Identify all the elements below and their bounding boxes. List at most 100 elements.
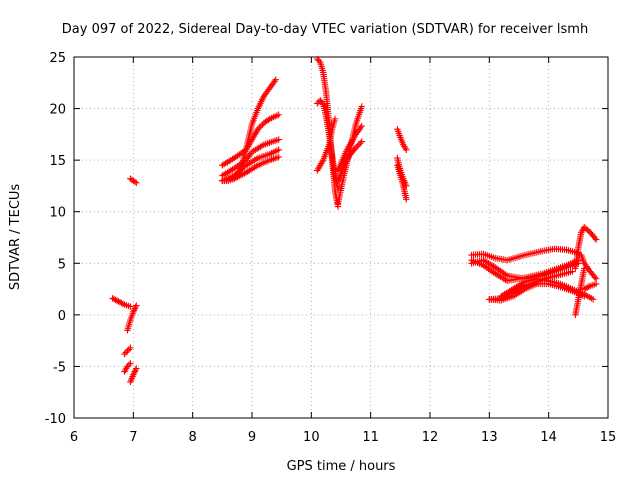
data-point: [130, 371, 137, 378]
data-track: [394, 126, 410, 154]
y-tick-label: 15: [49, 154, 66, 169]
data-track: [124, 302, 140, 334]
data-point: [131, 178, 139, 186]
data-point: [592, 236, 600, 243]
data-track: [121, 344, 134, 358]
data-point: [112, 296, 119, 304]
data-point: [591, 274, 599, 281]
data-track: [127, 175, 140, 187]
data-point: [265, 116, 272, 124]
data-point: [130, 307, 138, 314]
data-point: [354, 143, 361, 150]
plot-frame: [73, 56, 609, 419]
data-point: [133, 179, 140, 187]
data-point: [256, 124, 263, 131]
x-tick-label: 11: [362, 430, 379, 445]
data-track: [127, 365, 140, 386]
data-point: [118, 299, 125, 307]
data-track: [581, 280, 600, 293]
y-axis-label: SDTVAR / TECUs: [8, 184, 23, 291]
axis-ticks: [73, 56, 609, 419]
data-point: [331, 115, 339, 123]
data-point: [319, 99, 326, 107]
data-point: [358, 103, 365, 110]
data-point: [131, 368, 139, 375]
data-point: [125, 346, 133, 353]
data-point: [585, 283, 592, 290]
x-tick-label: 7: [129, 430, 137, 445]
x-tick-labels: 6 7 8 9 10 11 12 13 14 15: [70, 430, 616, 445]
y-tick-label: 0: [58, 309, 66, 324]
data-point: [592, 280, 600, 288]
x-tick-label: 12: [422, 430, 439, 445]
data-point: [110, 295, 118, 303]
data-point: [132, 303, 139, 311]
data-track: [121, 360, 134, 375]
data-point: [569, 268, 576, 275]
x-axis-label: GPS time / hours: [287, 459, 396, 474]
data-track: [219, 153, 282, 184]
data-point: [275, 111, 282, 118]
data-point: [109, 295, 116, 302]
y-tick-label: -10: [45, 412, 66, 427]
y-tick-label: -5: [53, 360, 66, 375]
data-point: [257, 122, 265, 130]
data-track: [578, 251, 600, 282]
x-tick-label: 9: [248, 430, 256, 445]
x-tick-label: 10: [303, 430, 320, 445]
data-point: [132, 366, 139, 374]
y-tick-label: 10: [49, 206, 66, 221]
data-track: [468, 245, 582, 264]
data-point: [124, 347, 131, 355]
data-track: [219, 136, 282, 179]
x-tick-label: 8: [189, 430, 197, 445]
data-point: [275, 136, 282, 143]
data-point: [275, 153, 282, 161]
data-point: [113, 297, 121, 304]
y-tick-label: 20: [49, 103, 66, 118]
x-tick-label: 14: [540, 430, 557, 445]
data-point: [357, 139, 364, 147]
data-point: [314, 55, 321, 63]
data-point: [591, 234, 599, 242]
data-point: [119, 300, 127, 307]
data-point: [403, 146, 410, 154]
data-point: [122, 349, 130, 356]
data-track: [394, 162, 410, 203]
data-track: [314, 115, 339, 174]
data-point: [133, 302, 140, 309]
data-track: [334, 122, 365, 174]
x-tick-label: 6: [70, 430, 78, 445]
data-point: [133, 365, 140, 372]
data-point: [358, 138, 365, 145]
data-point: [121, 350, 128, 358]
y-tick-labels: -10 -5 0 5 10 15 20 25: [45, 51, 66, 427]
data-track: [219, 111, 282, 169]
data-point: [355, 141, 362, 148]
data-track: [498, 275, 597, 303]
data-point: [124, 363, 131, 370]
grid: [74, 57, 608, 418]
x-tick-label: 15: [600, 430, 617, 445]
data-point: [127, 360, 134, 367]
data-point: [115, 298, 122, 305]
data-point: [358, 122, 365, 130]
data-track: [109, 295, 134, 310]
data-point: [352, 144, 360, 151]
data-point: [403, 196, 410, 203]
data-point: [125, 361, 133, 369]
data-point: [130, 369, 138, 377]
chart-title: Day 097 of 2022, Sidereal Day-to-day VTE…: [62, 22, 588, 37]
data-point: [582, 285, 589, 292]
data-track: [572, 223, 600, 272]
data-point: [589, 296, 597, 303]
data-point: [116, 299, 124, 306]
data-point: [315, 57, 322, 64]
data-markers: [109, 55, 600, 386]
y-tick-label: 5: [58, 257, 66, 272]
data-point: [584, 284, 591, 291]
y-tick-label: 25: [49, 51, 66, 66]
data-point: [254, 126, 262, 133]
data-track: [572, 265, 588, 319]
